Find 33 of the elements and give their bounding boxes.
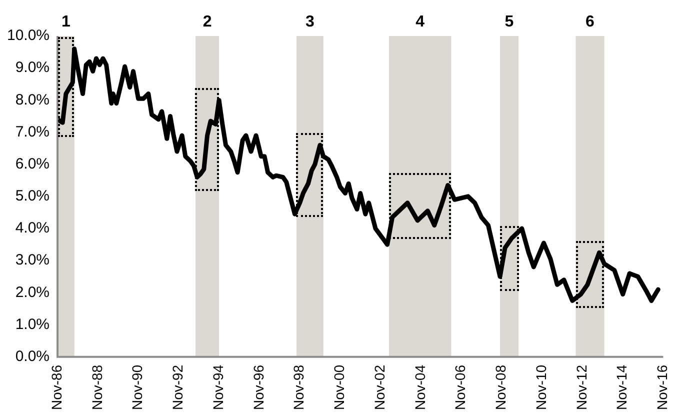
y-tick-label: 4.0%	[15, 220, 50, 237]
x-tick-label: Nov-94	[210, 364, 226, 410]
x-tick-label: Nov-12	[573, 364, 590, 410]
y-tick-label: 6.0%	[15, 155, 50, 172]
x-tick-label: Nov-88	[88, 364, 105, 410]
x-tick-label: Nov-90	[129, 364, 146, 410]
y-tick-label: 2.0%	[15, 284, 50, 301]
band-label: 2	[202, 13, 212, 30]
x-tick-label: Nov-14	[614, 364, 630, 410]
band-label: 6	[586, 13, 595, 30]
band-label: 5	[504, 13, 514, 30]
y-tick-label: 1.0%	[15, 316, 50, 333]
y-tick-label: 5.0%	[15, 188, 50, 205]
band-label: 3	[305, 13, 314, 30]
x-tick-label: Nov-92	[170, 364, 186, 410]
x-tick-label: Nov-02	[371, 364, 388, 410]
y-tick-label: 8.0%	[15, 91, 50, 108]
x-tick-label: Nov-16	[654, 364, 670, 410]
y-tick-label: 7.0%	[15, 123, 50, 140]
x-tick-label: Nov-04	[412, 364, 428, 410]
band-label: 1	[61, 13, 70, 30]
band-label: 4	[416, 13, 425, 30]
x-tick-label: Nov-08	[492, 364, 509, 410]
x-tick-label: Nov-98	[290, 364, 307, 410]
y-tick-label: 10.0%	[6, 27, 50, 44]
y-tick-label: 0.0%	[15, 348, 50, 366]
x-tick-label: Nov-96	[250, 364, 266, 410]
x-tick-label: Nov-00	[331, 364, 348, 410]
y-tick-label: 3.0%	[15, 252, 50, 269]
x-tick-label: Nov-86	[48, 364, 64, 410]
x-tick-label: Nov-10	[532, 364, 549, 410]
x-tick-label: Nov-06	[452, 364, 468, 410]
y-tick-label: 9.0%	[15, 59, 50, 76]
